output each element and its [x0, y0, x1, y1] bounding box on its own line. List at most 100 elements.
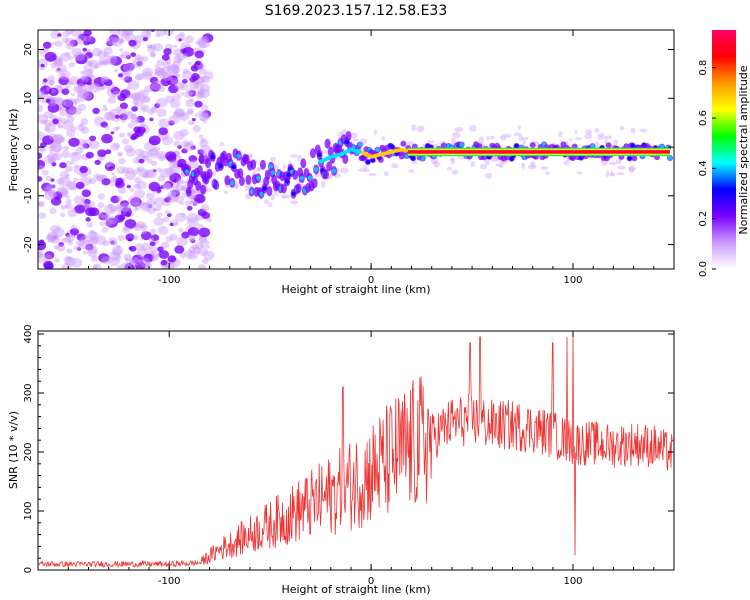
- noise-blob: [195, 242, 204, 250]
- noise-blob: [197, 264, 207, 269]
- ridge-core: [344, 139, 350, 145]
- noise-blob: [154, 67, 165, 76]
- noise-blob: [173, 111, 181, 118]
- noise-blob: [69, 160, 75, 165]
- signal-halo: [610, 170, 614, 177]
- noise-blob: [119, 54, 125, 59]
- signal-halo: [257, 167, 262, 172]
- noise-blob: [141, 229, 147, 235]
- noise-blob: [38, 58, 48, 68]
- noise-blob: [68, 56, 74, 60]
- noise-blob: [92, 107, 100, 115]
- noise-blob: [192, 246, 202, 254]
- ridge-core: [307, 175, 312, 181]
- noise-blob: [65, 161, 71, 166]
- noise-blob: [58, 76, 69, 86]
- noise-blob: [168, 190, 177, 198]
- noise-blob: [158, 118, 170, 129]
- noise-blob: [73, 164, 79, 169]
- noise-blob: [70, 125, 77, 132]
- signal-halo: [575, 137, 582, 141]
- noise-blob: [161, 54, 170, 61]
- noise-blob: [131, 133, 139, 140]
- noise-blob: [50, 224, 61, 234]
- signal-halo: [639, 128, 648, 133]
- noise-blob: [185, 99, 195, 108]
- signal-halo: [322, 149, 330, 155]
- noise-blob: [111, 90, 121, 98]
- ridge-blob: [250, 159, 257, 170]
- ridge-blob: [295, 183, 302, 194]
- noise-blob: [141, 172, 150, 178]
- ridge-core: [331, 168, 337, 174]
- noise-blob: [184, 91, 193, 98]
- noise-blob: [174, 245, 185, 254]
- noise-blob: [179, 32, 185, 37]
- noise-blob: [70, 257, 83, 268]
- noise-blob: [109, 30, 121, 36]
- noise-blob: [38, 114, 49, 124]
- noise-blob: [68, 105, 78, 114]
- noise-blob: [41, 169, 49, 176]
- noise-blob: [93, 65, 99, 70]
- signal-halo: [340, 167, 349, 174]
- noise-blob: [180, 186, 187, 191]
- noise-blob: [158, 127, 168, 136]
- ridge-core: [231, 164, 236, 170]
- noise-blob: [54, 258, 60, 263]
- noise-blob: [97, 193, 106, 200]
- noise-blob: [85, 203, 91, 209]
- noise-blob: [64, 255, 72, 262]
- noise-blob: [40, 63, 45, 68]
- ridge-core: [514, 143, 519, 149]
- noise-blob: [184, 249, 195, 259]
- noise-blob: [100, 121, 108, 128]
- noise-blob: [52, 227, 65, 238]
- noise-blob: [183, 142, 194, 152]
- noise-blob: [47, 157, 56, 164]
- ridge-blob: [205, 158, 211, 169]
- noise-blob: [113, 43, 117, 47]
- signal-halo: [604, 138, 608, 144]
- noise-blob: [149, 241, 156, 247]
- noise-blob: [197, 149, 204, 155]
- noise-blob: [187, 120, 194, 126]
- noise-blob: [181, 148, 188, 154]
- spectrogram-y-tick-label: 0: [23, 144, 34, 150]
- noise-blob: [89, 74, 95, 79]
- noise-blob: [139, 257, 151, 268]
- noise-blob: [120, 89, 131, 99]
- signal-halo: [446, 166, 452, 171]
- noise-blob: [122, 167, 130, 174]
- noise-blob: [110, 143, 120, 151]
- noise-blob: [156, 30, 167, 37]
- noise-blob: [193, 81, 204, 91]
- spectrogram-y-tick-label: -10: [23, 188, 34, 204]
- ridge-blob: [196, 165, 203, 176]
- noise-blob: [122, 262, 130, 269]
- noise-blob: [136, 221, 146, 229]
- noise-blob: [49, 133, 57, 140]
- signal-halo: [563, 160, 570, 166]
- signal-halo: [384, 171, 389, 177]
- ridge-blob: [264, 169, 271, 180]
- noise-blob: [143, 155, 150, 161]
- noise-blob: [119, 102, 128, 110]
- noise-blob: [130, 113, 137, 119]
- noise-blob: [117, 30, 129, 37]
- noise-blob: [105, 149, 112, 155]
- signal-halo: [373, 129, 377, 136]
- noise-blob: [132, 157, 141, 164]
- noise-blob: [199, 76, 207, 83]
- noise-blob: [110, 131, 115, 135]
- noise-blob: [148, 237, 155, 243]
- signal-halo: [613, 139, 619, 146]
- noise-blob: [200, 204, 210, 212]
- noise-blob: [149, 82, 161, 92]
- signal-halo: [212, 170, 216, 177]
- noise-blob: [65, 30, 74, 35]
- noise-blob: [46, 231, 59, 242]
- noise-blob: [67, 256, 73, 262]
- noise-blob: [174, 81, 185, 90]
